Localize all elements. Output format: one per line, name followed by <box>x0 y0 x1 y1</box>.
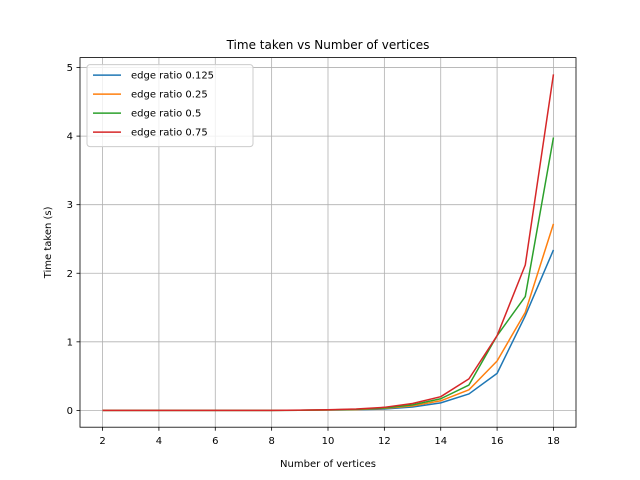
x-tick-label: 2 <box>99 436 105 447</box>
legend-label: edge ratio 0.5 <box>131 109 201 120</box>
x-tick-label: 4 <box>156 436 162 447</box>
y-tick-label: 1 <box>67 337 73 348</box>
y-tick-label: 4 <box>67 132 73 143</box>
x-tick-label: 14 <box>434 436 447 447</box>
y-tick-label: 0 <box>67 406 73 417</box>
x-tick-label: 18 <box>547 436 560 447</box>
y-axis-title: Time taken (s) <box>43 206 54 279</box>
series-lines <box>102 74 555 412</box>
y-tick-label: 5 <box>67 63 73 74</box>
legend-label: edge ratio 0.75 <box>131 128 208 139</box>
series-line <box>102 74 555 412</box>
legend-label: edge ratio 0.125 <box>131 71 214 82</box>
legend-label: edge ratio 0.25 <box>131 90 208 101</box>
legend: edge ratio 0.125 edge ratio 0.25 edge rati… <box>86 64 254 148</box>
x-tick-label: 6 <box>212 436 218 447</box>
chart-title: Time taken vs Number of vertices <box>226 38 430 52</box>
y-tick-label: 2 <box>67 269 73 280</box>
x-tick-label: 10 <box>322 436 335 447</box>
y-tick-label: 3 <box>67 200 73 211</box>
x-tick-label: 8 <box>268 436 274 447</box>
legend-box <box>86 64 254 148</box>
x-tick-label: 12 <box>378 436 391 447</box>
x-tick-label: 16 <box>491 436 504 447</box>
x-axis-title: Number of vertices <box>280 459 376 470</box>
